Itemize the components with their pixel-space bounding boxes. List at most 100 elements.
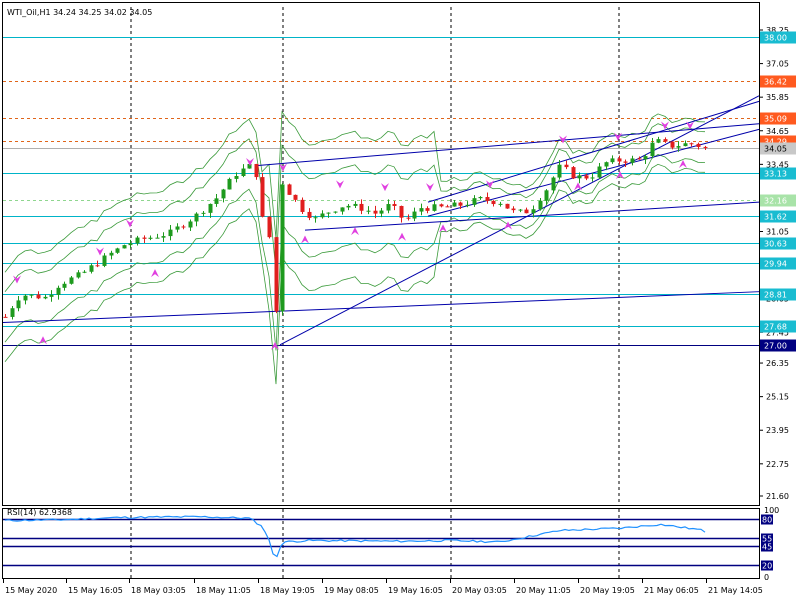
candle-body (313, 217, 318, 219)
candle-body (412, 211, 417, 219)
candle-body (181, 226, 186, 228)
fractal-up-marker (559, 135, 567, 144)
candle-body (617, 158, 622, 162)
candle-body (498, 203, 503, 205)
x-tick-label: 19 May 16:05 (388, 586, 443, 595)
candle-body (557, 164, 562, 178)
y-tick-label: 25.15 (766, 393, 789, 402)
candle-body (346, 205, 351, 208)
candle-body (69, 277, 74, 284)
candle-body (564, 164, 569, 168)
trend-line (279, 95, 760, 346)
price-level-label: 33.13 (764, 170, 787, 179)
candle-body (326, 212, 331, 214)
candle-body (254, 163, 259, 178)
price-level-label: 27.68 (764, 323, 787, 332)
candle-body (406, 217, 411, 219)
x-tick-label: 21 May 06:05 (644, 586, 699, 595)
candle-body (458, 202, 463, 206)
price-level-box (760, 31, 796, 44)
candle-body (386, 204, 391, 211)
candle-body (82, 271, 87, 273)
candle-body (359, 203, 364, 211)
x-tick-label: 20 May 03:05 (452, 586, 507, 595)
rsi-axis-label: 0 (764, 573, 769, 582)
candle-body (689, 143, 694, 145)
candle-body (62, 283, 67, 288)
fractal-up-marker (614, 132, 622, 141)
candle-body (531, 209, 536, 214)
candle-body (122, 245, 127, 249)
candle-body (571, 167, 576, 179)
candle-body (452, 202, 457, 207)
candle-body (267, 216, 272, 238)
fractal-up-marker (246, 157, 254, 166)
candle-body (663, 139, 668, 142)
candle-body (604, 162, 609, 167)
price-level-label: 35.09 (764, 115, 787, 124)
candle-body (432, 204, 437, 211)
fractal-down-marker (616, 171, 624, 180)
fractal-down-marker (351, 227, 359, 236)
rsi-line (4, 515, 706, 558)
price-level-label: 38.00 (764, 34, 787, 43)
price-level-box (760, 339, 796, 352)
candle-body (399, 205, 404, 218)
candle-body (208, 203, 213, 213)
trend-line (304, 201, 760, 231)
fractal-down-marker (271, 341, 279, 350)
trend-line (254, 123, 760, 167)
price-level-box (760, 167, 796, 180)
candle-body (260, 177, 265, 217)
x-tick-label: 20 May 19:05 (580, 586, 635, 595)
price-level-box (760, 194, 796, 207)
candle-body (10, 308, 15, 317)
candle-body (683, 143, 688, 147)
candle-body (485, 197, 490, 201)
candle-body (148, 237, 153, 239)
x-tick-label: 21 May 14:05 (708, 586, 763, 595)
price-level-box (760, 112, 796, 125)
candle-body (465, 204, 470, 206)
fractal-up-marker (486, 180, 494, 189)
candle-body (676, 146, 681, 148)
candle-body (577, 175, 582, 179)
y-tick-label: 31.05 (766, 228, 789, 237)
y-tick-label: 27.45 (766, 328, 789, 337)
candle-body (340, 207, 345, 212)
candle-body (142, 237, 147, 239)
trend-line (2, 291, 760, 323)
candle-body (16, 300, 21, 309)
candle-body (300, 199, 305, 212)
y-tick-label: 34.65 (766, 127, 789, 136)
price-level-label: 32.16 (764, 197, 787, 206)
rsi-level-label: 55 (762, 535, 772, 544)
fractal-up-marker (426, 183, 434, 192)
price-pane-frame (2, 2, 760, 506)
candle-body (49, 294, 54, 297)
fractal-down-marker (398, 232, 406, 241)
candle-body (650, 142, 655, 157)
x-tick-label: 15 May 2020 (5, 586, 57, 595)
candle-body (630, 158, 635, 163)
price-level-box (760, 210, 796, 223)
candle-body (505, 203, 510, 209)
candle-body (696, 143, 701, 147)
y-tick-label: 23.95 (766, 426, 789, 435)
candle-body (3, 316, 8, 318)
candle-body (161, 236, 166, 238)
fractal-down-marker (679, 159, 687, 168)
rsi-level-box (761, 541, 773, 552)
candle-body (307, 211, 312, 218)
candle-body (643, 156, 648, 160)
price-level-label: 29.94 (764, 260, 787, 269)
rsi-level-label: 20 (762, 562, 772, 571)
candle-body (610, 158, 615, 163)
price-level-label: 27.00 (764, 342, 787, 351)
price-level-box (760, 237, 796, 250)
rsi-axis-label: 100 (764, 506, 779, 515)
fractal-up-marker (336, 180, 344, 189)
fractal-up-marker (661, 121, 669, 130)
